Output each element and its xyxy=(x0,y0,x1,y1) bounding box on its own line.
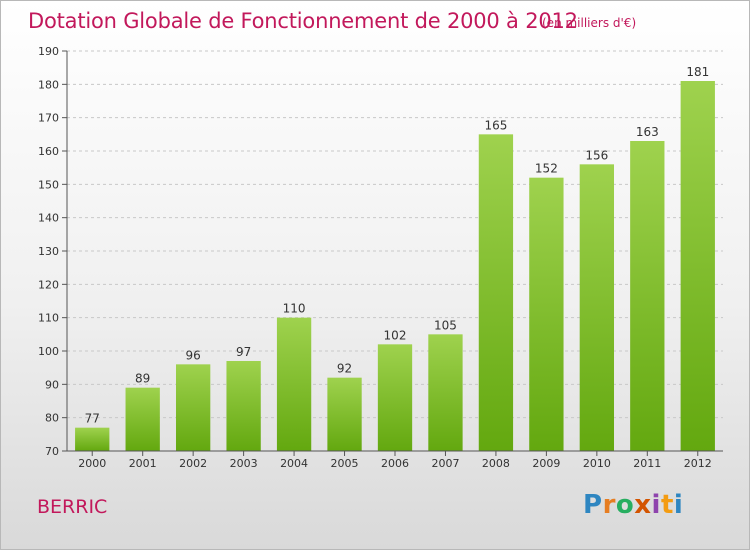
x-tick-label: 2011 xyxy=(633,457,661,470)
data-label: 163 xyxy=(636,125,659,139)
data-label: 96 xyxy=(186,348,201,362)
y-tick-label: 170 xyxy=(38,112,59,125)
chart-unit-label: (en milliers d'€) xyxy=(542,16,637,30)
bar xyxy=(125,387,160,451)
bar xyxy=(75,427,110,451)
chart-title: Dotation Globale de Fonctionnement de 20… xyxy=(28,9,578,33)
bar xyxy=(175,364,211,451)
axes xyxy=(62,50,723,456)
x-tick-label: 2007 xyxy=(431,457,459,470)
data-label: 156 xyxy=(585,148,608,162)
x-tick-label: 2000 xyxy=(78,457,106,470)
data-label: 105 xyxy=(434,318,457,332)
y-tick-label: 80 xyxy=(45,412,59,425)
y-tick-label: 130 xyxy=(38,245,59,258)
logo-letter: o xyxy=(615,490,635,520)
x-tick-label: 2010 xyxy=(583,457,611,470)
x-tick-label: 2005 xyxy=(331,457,359,470)
data-label: 77 xyxy=(85,412,100,426)
bar xyxy=(226,361,261,451)
x-tick-label: 2012 xyxy=(684,457,712,470)
data-label: 92 xyxy=(337,362,352,376)
data-label: 89 xyxy=(135,372,150,386)
y-tick-label: 180 xyxy=(38,78,59,91)
bar xyxy=(630,141,665,451)
y-tick-label: 90 xyxy=(45,378,59,391)
logo-letter: P xyxy=(583,490,603,520)
data-label: 181 xyxy=(686,65,709,79)
x-tick-label: 2003 xyxy=(230,457,258,470)
bars xyxy=(75,81,715,452)
bar xyxy=(327,377,362,451)
logo-letter: r xyxy=(602,490,616,520)
bar xyxy=(428,334,463,451)
y-tick-label: 140 xyxy=(38,212,59,225)
y-tick-label: 190 xyxy=(38,45,59,58)
y-tick-label: 150 xyxy=(38,178,59,191)
x-tick-label: 2004 xyxy=(280,457,308,470)
x-tick-label: 2006 xyxy=(381,457,409,470)
x-tick-label: 2002 xyxy=(179,457,207,470)
data-label: 102 xyxy=(384,328,407,342)
bar xyxy=(478,134,514,452)
data-label: 110 xyxy=(283,302,306,316)
y-tick-label: 120 xyxy=(38,278,59,291)
proxiti-logo: Proxiti xyxy=(583,490,683,520)
y-tick-label: 110 xyxy=(38,312,59,325)
logo-letter: i xyxy=(651,490,661,520)
x-tick-label: 2008 xyxy=(482,457,510,470)
y-tick-label: 160 xyxy=(38,145,59,158)
x-tick-label: 2001 xyxy=(129,457,157,470)
logo-letter: x xyxy=(634,490,652,520)
bar xyxy=(529,177,564,451)
logo-letter: t xyxy=(660,490,674,520)
bar xyxy=(579,164,615,452)
y-tick-label: 70 xyxy=(45,445,59,458)
bar xyxy=(680,81,715,451)
logo-letter: i xyxy=(673,490,684,520)
data-label: 165 xyxy=(484,118,507,132)
data-label: 97 xyxy=(236,345,251,359)
bar xyxy=(276,317,312,451)
labels: 70 80 90 100 110 120 130 140 150 160 170 180 190 77 20… xyxy=(38,45,712,470)
x-tick-label: 2009 xyxy=(532,457,560,470)
commune-name: BERRIC xyxy=(37,496,108,518)
bar xyxy=(377,344,413,451)
data-label: 152 xyxy=(535,162,558,176)
y-tick-label: 100 xyxy=(38,345,59,358)
